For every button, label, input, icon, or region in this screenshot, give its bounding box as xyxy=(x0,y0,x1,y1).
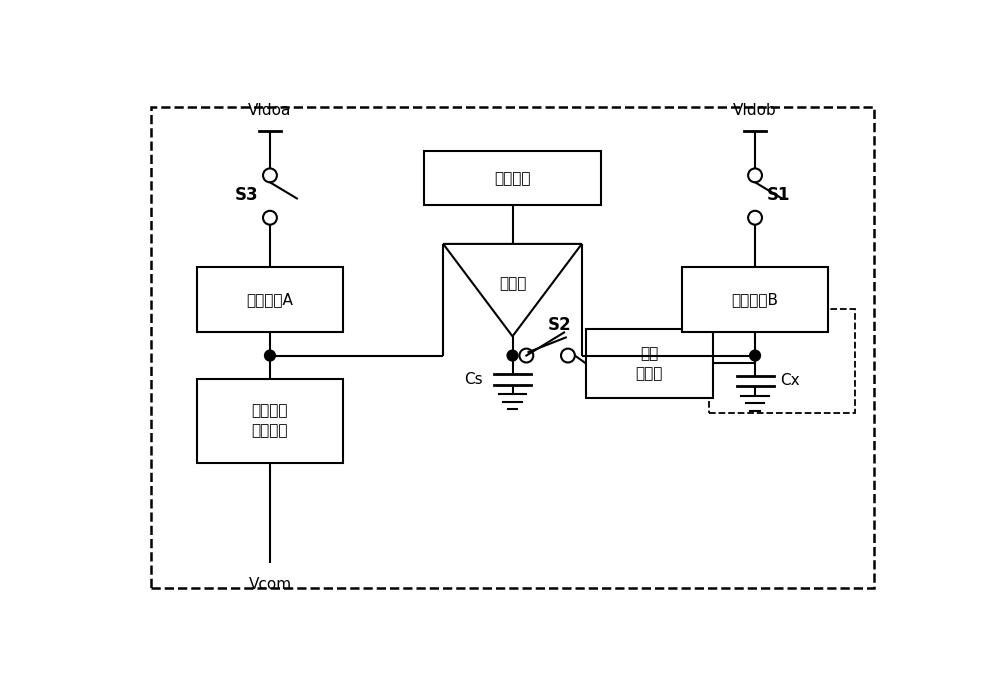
Text: S3: S3 xyxy=(235,186,258,204)
Circle shape xyxy=(507,350,518,361)
Circle shape xyxy=(265,350,275,361)
Text: Cs: Cs xyxy=(465,372,483,387)
Text: 比例电容A: 比例电容A xyxy=(247,292,293,308)
Circle shape xyxy=(750,350,760,361)
Text: Vcom: Vcom xyxy=(248,577,292,593)
Text: 控制逻辑: 控制逻辑 xyxy=(494,171,531,186)
Text: VIdoa: VIdoa xyxy=(248,103,292,119)
Text: 比例电容B: 比例电容B xyxy=(732,292,779,308)
FancyBboxPatch shape xyxy=(682,267,828,332)
Text: 调整阵列: 调整阵列 xyxy=(252,423,288,438)
FancyBboxPatch shape xyxy=(197,379,343,463)
Text: 内部电容: 内部电容 xyxy=(252,403,288,419)
Text: S2: S2 xyxy=(548,316,572,334)
Text: 电压: 电压 xyxy=(640,346,658,361)
Text: S1: S1 xyxy=(767,186,790,204)
Text: Cx: Cx xyxy=(780,373,799,388)
FancyBboxPatch shape xyxy=(197,267,343,332)
Text: VIdob: VIdob xyxy=(733,103,777,119)
FancyBboxPatch shape xyxy=(586,329,713,398)
FancyBboxPatch shape xyxy=(424,151,601,205)
Text: 比较器: 比较器 xyxy=(499,277,526,291)
Text: 跟随器: 跟随器 xyxy=(635,366,663,381)
